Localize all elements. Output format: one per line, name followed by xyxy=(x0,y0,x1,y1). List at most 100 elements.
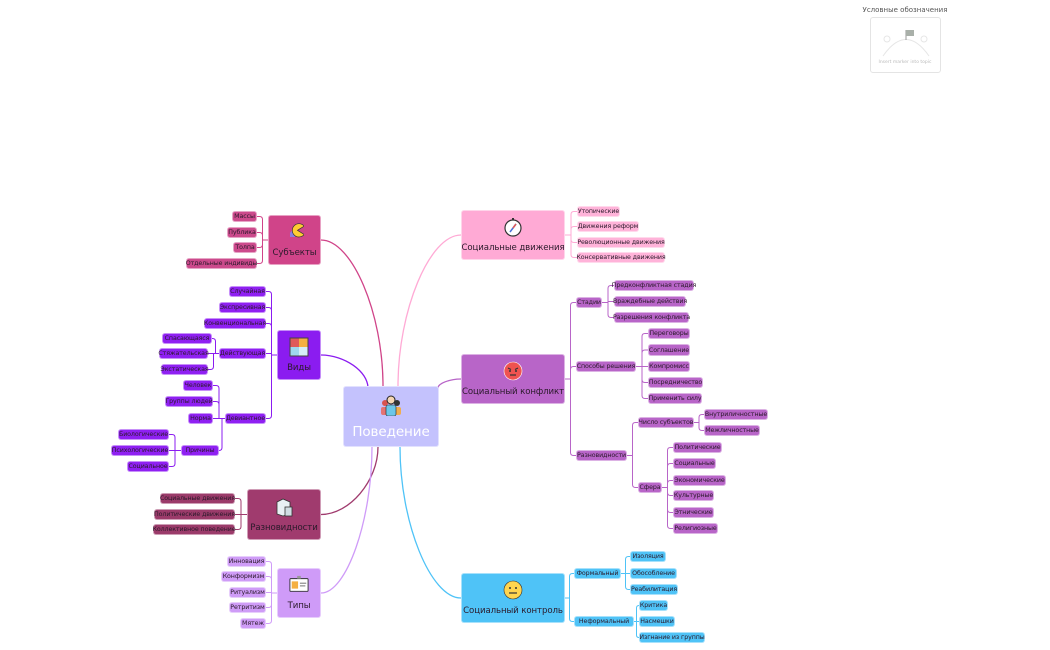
topic-node[interactable]: Число субъектов xyxy=(638,417,694,428)
central-topic[interactable]: Поведение xyxy=(343,386,439,447)
topic-node[interactable]: Политические движения xyxy=(154,509,235,520)
topic-node[interactable]: Разновидности xyxy=(576,450,627,461)
main-topic[interactable]: Субъекты xyxy=(268,215,321,265)
id-badge-icon xyxy=(289,575,309,595)
topic-node[interactable]: Посредничество xyxy=(648,377,703,388)
topic-node[interactable]: Религиозные xyxy=(673,523,718,534)
connector xyxy=(636,349,648,367)
branch-connector xyxy=(399,446,462,599)
topic-node[interactable]: Экспресивная xyxy=(219,302,266,313)
topic-node[interactable]: Утопические xyxy=(577,206,620,217)
topic-node[interactable]: Соглашение xyxy=(648,344,690,356)
legend-title: Условные обозначения xyxy=(862,6,948,14)
main-topic[interactable]: Типы xyxy=(277,568,321,618)
topic-node[interactable]: Спасающаяся xyxy=(162,333,212,344)
topic-label: Культурные xyxy=(673,492,714,499)
topic-node[interactable]: Культурные xyxy=(673,490,714,501)
connector xyxy=(602,285,614,303)
people-icon xyxy=(379,394,403,416)
main-topic[interactable]: Социальные движения xyxy=(461,210,565,260)
topic-node[interactable]: Стадии xyxy=(576,297,602,308)
topic-label: Конформизм xyxy=(222,573,265,580)
puzzle-icon xyxy=(289,337,309,357)
main-topic[interactable]: Социальный конфликт xyxy=(461,354,565,404)
topic-label: Межличностные xyxy=(705,427,759,434)
topic-node[interactable]: Толпа xyxy=(233,242,257,253)
topic-node[interactable]: Психологические xyxy=(111,445,169,456)
topic-node[interactable]: Внутриличностные xyxy=(704,409,768,420)
connector xyxy=(565,378,576,456)
topic-label: Предконфликтная стадия xyxy=(611,282,697,289)
connector xyxy=(169,450,181,467)
topic-node[interactable]: Враждебные действия xyxy=(613,296,687,307)
topic-node[interactable]: Социальное xyxy=(127,461,169,472)
topic-label: Психологические xyxy=(111,447,169,454)
topic-node[interactable]: Реабилитация xyxy=(630,584,678,595)
connector xyxy=(565,573,574,599)
topic-node[interactable]: Сфера xyxy=(638,482,662,493)
topic-node[interactable]: Консервативные движения xyxy=(576,252,666,263)
connector xyxy=(565,597,574,622)
topic-node[interactable]: Предконфликтная стадия xyxy=(611,280,697,291)
topic-node[interactable]: Насмешки xyxy=(639,616,675,627)
topic-node[interactable]: Социальные xyxy=(673,458,716,469)
topic-node[interactable]: Формальный xyxy=(574,568,621,579)
topic-label: Стяжательская xyxy=(158,350,209,357)
main-topic[interactable]: Разновидности xyxy=(247,489,321,540)
topic-node[interactable]: Критика xyxy=(639,600,668,611)
topic-node[interactable]: Применить силу xyxy=(648,393,702,404)
topic-node[interactable]: Обособление xyxy=(630,568,677,579)
connector xyxy=(218,418,225,451)
topic-node[interactable]: Инновация xyxy=(227,556,266,567)
connector xyxy=(266,354,277,419)
topic-node[interactable]: Переговоры xyxy=(648,328,690,339)
topic-label: Разрешения конфликта xyxy=(612,314,691,321)
topic-node[interactable]: Конвенциональная xyxy=(204,318,266,329)
topic-node[interactable]: Неформальный xyxy=(574,616,634,627)
topic-node[interactable]: Девиантное xyxy=(225,413,266,424)
topic-node[interactable]: Экстатическая xyxy=(160,364,209,375)
topic-label: Экономические xyxy=(674,477,725,484)
topic-node[interactable]: Конформизм xyxy=(221,571,266,582)
topic-node[interactable]: Изгнание из группы xyxy=(639,632,705,643)
topic-node[interactable]: Ретритизм xyxy=(229,602,266,613)
main-topic[interactable]: Виды xyxy=(277,330,321,380)
topic-node[interactable]: Коллективное поведение xyxy=(152,524,236,535)
topic-node[interactable]: Этнические xyxy=(673,507,714,518)
topic-node[interactable]: Экономические xyxy=(673,475,726,486)
topic-label: Экстатическая xyxy=(160,366,209,373)
topic-node[interactable]: Способы решения xyxy=(576,361,636,372)
topic-node[interactable]: Человек xyxy=(183,380,213,391)
topic-node[interactable]: Межличностные xyxy=(704,425,760,436)
topic-node[interactable]: Стяжательская xyxy=(158,348,209,359)
topic-node[interactable]: Социальные движения xyxy=(160,493,235,504)
connector xyxy=(627,455,638,488)
connector xyxy=(634,621,640,638)
topic-node[interactable]: Изоляция xyxy=(630,551,666,562)
main-topic[interactable]: Социальный контроль xyxy=(461,573,565,623)
topic-node[interactable]: Биологические xyxy=(118,429,169,440)
topic-node[interactable]: Отдельные индивиды xyxy=(186,258,257,269)
topic-node[interactable]: Группы людей xyxy=(165,396,213,407)
topic-node[interactable]: Причины xyxy=(181,445,219,456)
topic-node[interactable]: Ритуализм xyxy=(229,587,266,598)
legend-drop-area[interactable]: Insert marker into topic xyxy=(869,17,941,73)
topic-node[interactable]: Революционные движения xyxy=(577,237,665,248)
topic-node[interactable]: Публика xyxy=(227,227,257,238)
topic-node[interactable]: Действующая xyxy=(219,348,266,359)
topic-node[interactable]: Политические xyxy=(673,442,722,453)
topic-label: Толпа xyxy=(235,244,255,251)
connector xyxy=(565,226,577,236)
topic-node[interactable]: Массы xyxy=(232,211,257,222)
topic-node[interactable]: Мятеж xyxy=(240,618,266,629)
topic-label: Применить силу xyxy=(648,395,702,402)
topic-node[interactable]: Разрешения конфликта xyxy=(612,312,691,323)
topic-label: Посредничество xyxy=(648,379,703,386)
topic-node[interactable]: Движения реформ xyxy=(577,221,639,232)
topic-node[interactable]: Норма xyxy=(188,413,213,424)
topic-node[interactable]: Компромисс xyxy=(648,361,690,372)
topic-label: Внутриличностные xyxy=(704,411,768,418)
topic-label: Группы людей xyxy=(165,398,213,405)
topic-node[interactable]: Случайная xyxy=(229,286,266,297)
connector xyxy=(266,307,277,356)
